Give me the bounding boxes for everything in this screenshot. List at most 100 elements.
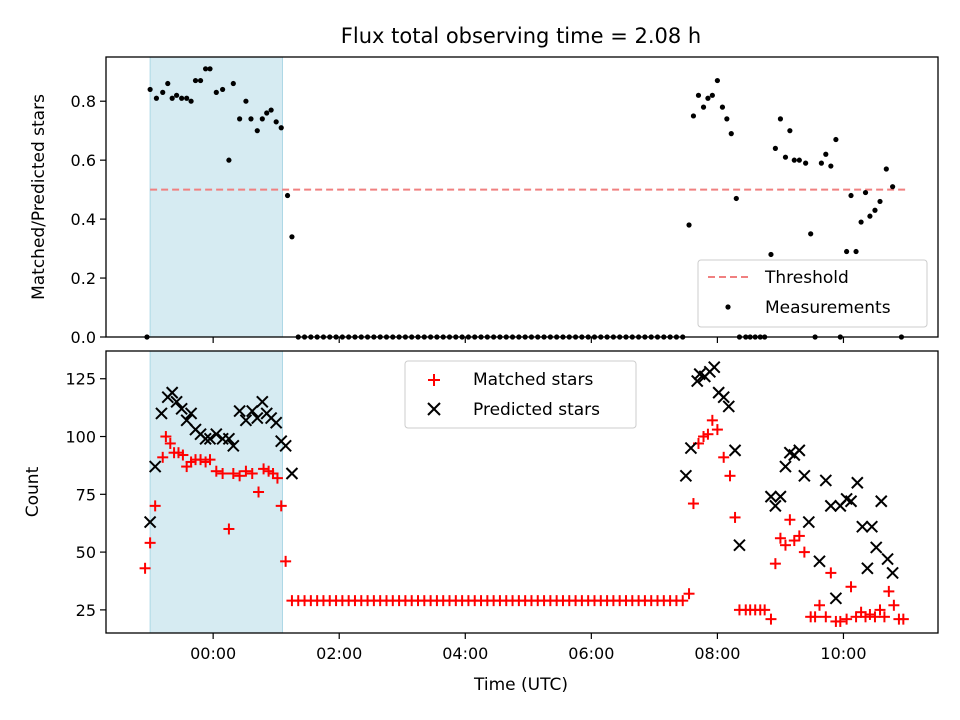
measurement-point (243, 98, 249, 104)
matched-stars-point (683, 588, 695, 600)
bottom-panel: 25 50 75 100 125 00:00 02:00 04:00 06:00 08:00 10… (23, 350, 939, 695)
top-panel: 0.00.20.40.60.8 Matched/Predicted stars … (29, 56, 939, 347)
measurement-point (823, 151, 829, 157)
matched-stars-point (711, 424, 723, 436)
matched-stars-point (845, 581, 857, 593)
top-panel-frame (105, 56, 939, 338)
matched-stars-point (769, 558, 781, 570)
measurement-point (169, 95, 175, 101)
matched-legend-swatch (428, 374, 440, 386)
predicted-stars-point (774, 490, 787, 503)
measurement-point (230, 80, 236, 87)
matched-stars-point (798, 546, 810, 558)
matched-stars-point (139, 562, 151, 574)
matched-legend-label: Matched stars (473, 370, 593, 390)
measurement-point (173, 92, 180, 98)
measurement-point (883, 166, 889, 172)
measurement-point (872, 207, 878, 213)
measurement-point (782, 154, 789, 160)
measurement-point (192, 77, 199, 84)
top-legend-box (697, 259, 928, 328)
matched-stars-point (280, 555, 292, 567)
predicted-stars-point (881, 552, 894, 566)
matched-stars-point (774, 532, 786, 544)
predicted-stars-point (256, 395, 269, 409)
predicted-stars-point (222, 432, 236, 446)
matched-stars-point (869, 611, 881, 623)
predicted-stars-point (239, 414, 253, 427)
measurement-point (153, 95, 160, 101)
measurements-legend-swatch (725, 304, 731, 310)
matched-stars-point (204, 454, 216, 466)
matched-stars-point (234, 470, 246, 482)
predicted-stars-point (861, 562, 874, 575)
measurement-point (268, 107, 274, 113)
x-tick-label: 00:00 (190, 644, 236, 663)
matched-stars-point (160, 431, 172, 443)
predicted-stars-point (684, 441, 698, 455)
matched-stars-point (793, 530, 805, 542)
predicted-stars-point (227, 439, 240, 452)
measurement-point (858, 219, 864, 225)
matched-stars-point (820, 611, 832, 623)
matched-stars-point (677, 595, 689, 607)
y-tick-label: 0.8 (71, 92, 96, 111)
y-tick-label: 125 (65, 370, 96, 389)
y-tick-label: 0.4 (71, 210, 96, 229)
measurement-point (179, 95, 185, 101)
bottom-panel-frame (105, 350, 939, 634)
predicted-stars-point (813, 555, 826, 568)
predicted-stars-point (199, 432, 212, 446)
predicted-stars-point (722, 400, 735, 413)
top-legend: Threshold Measurements (697, 259, 928, 328)
measurement-point (808, 231, 814, 237)
matched-stars-point (253, 486, 265, 498)
predicted-stars-point (269, 416, 283, 429)
y-tick-label: 100 (65, 428, 96, 447)
predicted-stars-point (865, 520, 879, 533)
measurement-point (213, 89, 219, 95)
predicted-stars-point (170, 395, 183, 409)
matched-stars-point (878, 611, 890, 623)
matched-stars-point (246, 468, 258, 480)
measurement-point (777, 116, 784, 122)
y-tick-label: 25 (76, 601, 96, 620)
matched-stars-point (809, 611, 821, 623)
predicted-stars-point (886, 566, 899, 580)
measurement-point (165, 80, 171, 87)
predicted-stars-point (691, 374, 704, 388)
matched-stars-point (834, 615, 846, 627)
matched-stars-point (759, 604, 771, 616)
predicted-stars-point (233, 404, 246, 418)
matched-stars-point (687, 498, 699, 510)
measurement-point (705, 95, 711, 101)
matched-stars-point (271, 472, 283, 484)
predicted-stars-point (875, 495, 888, 508)
matched-stars-point (258, 463, 270, 475)
matched-stars-point (784, 514, 796, 526)
predicted-stars-point (798, 469, 811, 483)
measurement-point (848, 192, 854, 199)
matched-stars-point (883, 585, 895, 597)
matched-stars-point (223, 523, 235, 535)
predicted-stars-point (819, 474, 833, 487)
measurement-point (197, 77, 204, 84)
measurement-point (248, 116, 254, 122)
measurement-point (828, 163, 834, 169)
measurement-point (733, 195, 739, 202)
matched-stars-point (841, 613, 853, 625)
predicted-stars-point (728, 444, 742, 457)
measurement-point (695, 92, 702, 98)
matched-stars-point (765, 613, 777, 625)
measurement-point (700, 104, 707, 110)
measurement-point (226, 157, 232, 163)
measurement-point (254, 128, 260, 134)
predicted-stars-point (184, 407, 198, 420)
predicted-stars-point (844, 495, 858, 508)
y-tick-label: 75 (76, 485, 96, 504)
x-axis-label: Time (UTC) (473, 675, 568, 695)
predicted-stars-point (251, 411, 264, 425)
predicted-stars-point (203, 432, 217, 446)
predicted-stars-point (679, 469, 693, 483)
matched-stars-point (195, 454, 207, 466)
